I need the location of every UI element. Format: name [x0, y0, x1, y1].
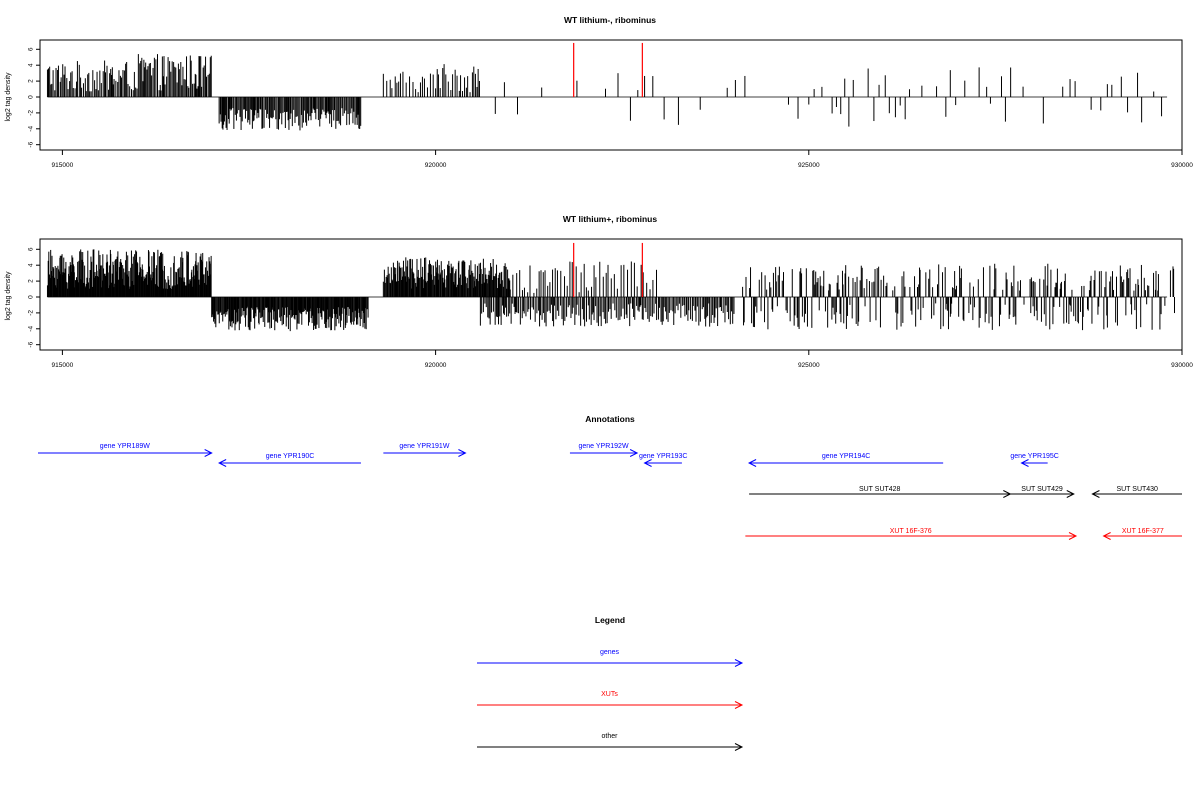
y-axis-label: log2 tag density — [5, 271, 12, 321]
panel-title: WT lithium-, ribominus — [564, 15, 656, 25]
density-bars — [46, 242, 1175, 332]
y-axis: -6 -4 -2 0 2 4 6 — [28, 247, 40, 348]
legend-item: genes — [477, 649, 744, 667]
track-panel-lithium-minus: WT lithium-, ribominus log2 tag density … — [5, 15, 1193, 169]
gene-feature: gene YPR193C — [639, 453, 688, 467]
y-tick-label: 2 — [28, 279, 35, 283]
y-tick-label: -6 — [28, 141, 35, 147]
sut-feature: SUT SUT428 — [749, 486, 1012, 498]
xut-feature: XUT 16F-376 — [745, 528, 1078, 540]
feature-label: SUT SUT429 — [1021, 486, 1063, 493]
gene-feature: gene YPR192W — [569, 443, 639, 457]
feature-label: SUT SUT428 — [859, 486, 901, 493]
arrow-head — [1020, 459, 1029, 467]
legend-title: Legend — [595, 615, 625, 625]
arrow-head — [643, 459, 652, 467]
feature-label: XUT 16F-377 — [1122, 528, 1164, 535]
y-tick-label: 2 — [28, 79, 35, 83]
x-tick-label: 925000 — [798, 362, 820, 369]
feature-label: genes — [600, 649, 620, 656]
legend-items: genes XUTs other — [477, 649, 744, 751]
arrow-head — [1091, 490, 1100, 498]
arrow-head — [218, 459, 227, 467]
x-tick-label: 925000 — [798, 162, 820, 169]
x-axis: 915000 920000 925000 930000 — [52, 150, 1193, 169]
sut-feature: SUT SUT429 — [1010, 486, 1075, 498]
y-tick-label: -2 — [28, 310, 35, 316]
x-tick-label: 915000 — [52, 162, 74, 169]
feature-label: gene YPR195C — [1010, 453, 1059, 460]
feature-label: gene YPR192W — [578, 443, 628, 450]
y-tick-label: -6 — [28, 341, 35, 347]
x-tick-label: 920000 — [425, 162, 447, 169]
arrow-head — [204, 449, 213, 457]
gene-feature: gene YPR189W — [38, 443, 213, 457]
y-axis: -6 -4 -2 0 2 4 6 — [28, 47, 40, 148]
feature-label: gene YPR193C — [639, 453, 688, 460]
arrow-head — [747, 459, 757, 467]
y-tick-label: 0 — [28, 295, 35, 299]
y-axis-label: log2 tag density — [5, 72, 12, 122]
arrow-head — [458, 449, 467, 457]
sut-feature: SUT SUT430 — [1091, 486, 1182, 498]
x-tick-label: 915000 — [52, 362, 74, 369]
legend-item: other — [477, 733, 744, 751]
y-tick-label: 0 — [28, 95, 35, 99]
y-tick-label: -2 — [28, 110, 35, 116]
x-tick-label: 930000 — [1171, 362, 1193, 369]
track-panel-lithium-plus: WT lithium+, ribominus log2 tag density … — [5, 214, 1193, 369]
xut-feature: XUT 16F-377 — [1102, 528, 1182, 540]
arrow-head — [734, 701, 744, 709]
gene-feature: gene YPR194C — [747, 453, 944, 467]
feature-label: gene YPR191W — [399, 443, 449, 450]
y-tick-label: 4 — [28, 63, 35, 67]
x-axis: 915000 920000 925000 930000 — [52, 350, 1193, 369]
arrow-head — [1066, 490, 1075, 498]
annotation-features: gene YPR189W gene YPR190C gene YPR191W gene… — [38, 443, 1182, 540]
arrow-head — [629, 449, 639, 457]
legend: Legend genes XUTs other — [477, 615, 744, 751]
y-tick-label: -4 — [28, 126, 35, 132]
gene-feature: gene YPR191W — [383, 443, 467, 457]
arrow-head — [734, 743, 744, 751]
gene-feature: gene YPR195C — [1010, 453, 1059, 467]
arrow-head — [1102, 532, 1111, 540]
x-tick-label: 930000 — [1171, 162, 1193, 169]
x-tick-label: 920000 — [425, 362, 447, 369]
plot-frame — [39, 238, 1183, 351]
feature-label: other — [602, 733, 619, 740]
panel-title: WT lithium+, ribominus — [563, 214, 657, 224]
arrow-head — [1068, 532, 1078, 540]
y-tick-label: 6 — [28, 247, 35, 251]
y-tick-label: 4 — [28, 263, 35, 267]
plot-frame — [39, 39, 1183, 151]
feature-label: XUT 16F-376 — [890, 528, 932, 535]
y-tick-label: -4 — [28, 326, 35, 332]
feature-label: SUT SUT430 — [1116, 486, 1158, 493]
gene-feature: gene YPR190C — [218, 453, 361, 467]
feature-label: gene YPR190C — [266, 453, 315, 460]
feature-label: gene YPR189W — [100, 443, 150, 450]
legend-item: XUTs — [477, 691, 744, 709]
y-tick-label: 6 — [28, 47, 35, 51]
feature-label: gene YPR194C — [822, 453, 871, 460]
feature-label: XUTs — [601, 691, 618, 698]
density-bars — [46, 42, 1168, 131]
arrow-head — [734, 659, 744, 667]
annotations-title: Annotations — [585, 414, 635, 424]
